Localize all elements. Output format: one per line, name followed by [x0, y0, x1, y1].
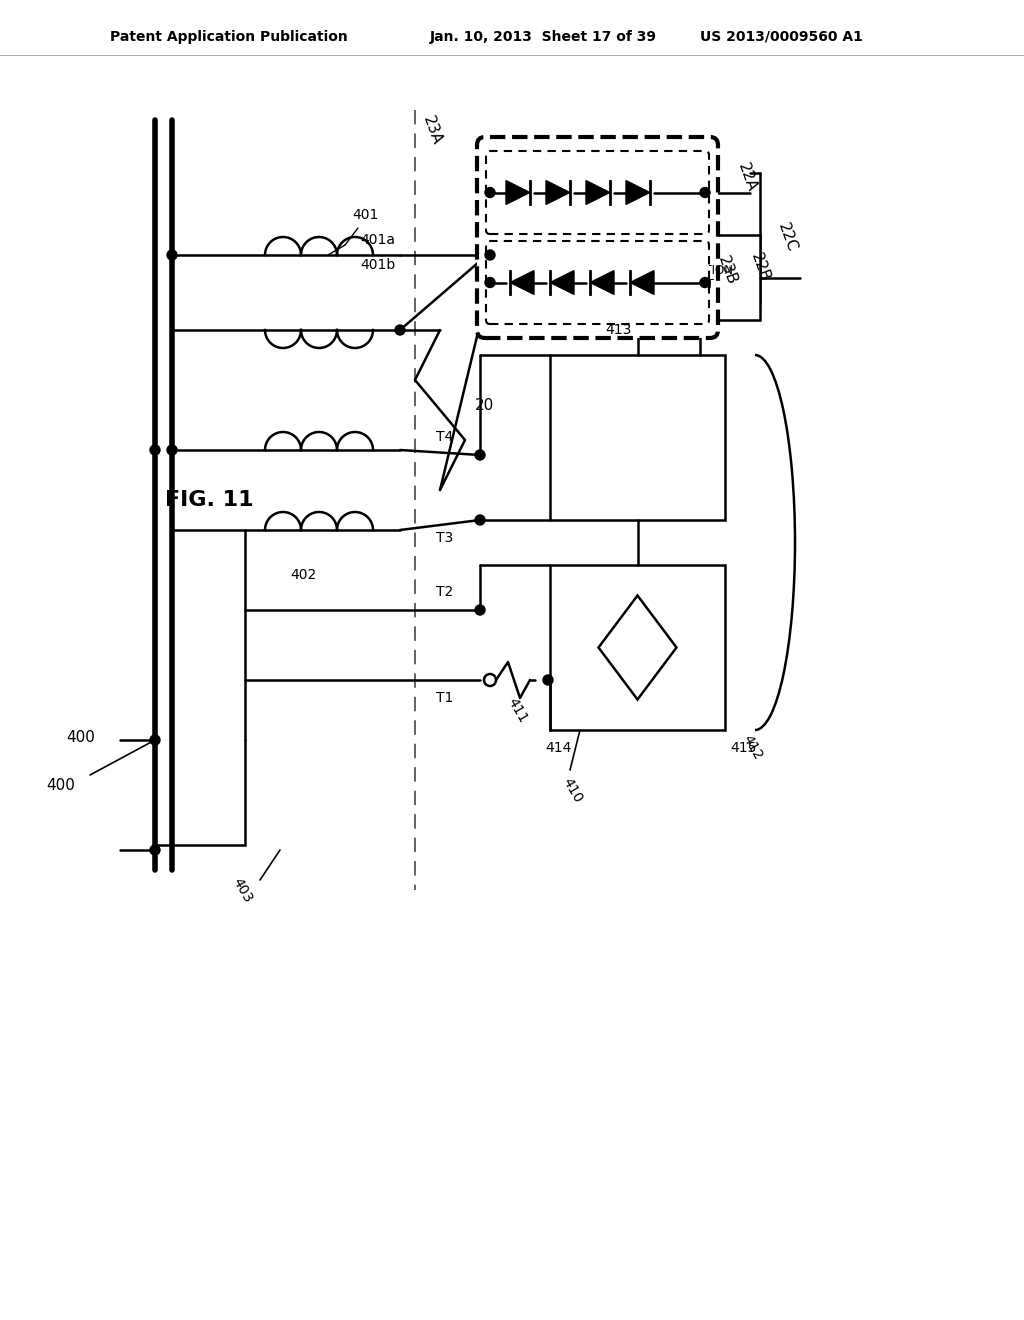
Polygon shape	[510, 271, 534, 294]
Bar	[550, 355, 725, 520]
Polygon shape	[586, 181, 610, 205]
Text: T4: T4	[436, 430, 453, 444]
Text: 411: 411	[505, 696, 530, 725]
Circle shape	[700, 277, 710, 288]
Circle shape	[167, 249, 177, 260]
Polygon shape	[598, 595, 677, 700]
Text: T3: T3	[436, 531, 453, 545]
Circle shape	[485, 187, 495, 198]
Text: 403: 403	[229, 875, 255, 906]
Text: T1: T1	[435, 690, 453, 705]
Circle shape	[485, 249, 495, 260]
Text: FIG. 11: FIG. 11	[165, 490, 254, 510]
Polygon shape	[550, 271, 574, 294]
Text: 414: 414	[545, 741, 571, 755]
Circle shape	[475, 605, 485, 615]
Circle shape	[395, 325, 406, 335]
Text: 22C: 22C	[775, 220, 800, 255]
Circle shape	[484, 675, 496, 686]
Circle shape	[150, 845, 160, 855]
Polygon shape	[590, 271, 614, 294]
Text: 416: 416	[605, 216, 632, 230]
Circle shape	[150, 735, 160, 744]
Text: 415: 415	[730, 741, 757, 755]
Circle shape	[475, 515, 485, 525]
Circle shape	[700, 187, 710, 198]
Text: 400: 400	[46, 777, 75, 792]
Polygon shape	[630, 271, 654, 294]
Text: 402: 402	[290, 568, 316, 582]
Text: US 2013/0009560 A1: US 2013/0009560 A1	[700, 30, 863, 44]
Bar	[640, 235, 760, 319]
Polygon shape	[506, 181, 529, 205]
Polygon shape	[546, 181, 569, 205]
Text: Patent Application Publication: Patent Application Publication	[110, 30, 348, 44]
FancyBboxPatch shape	[486, 150, 709, 234]
Circle shape	[543, 675, 553, 685]
Polygon shape	[626, 181, 650, 205]
FancyBboxPatch shape	[486, 242, 709, 323]
Text: 400: 400	[67, 730, 95, 746]
Circle shape	[475, 450, 485, 459]
Text: 410: 410	[560, 775, 586, 805]
Text: 412: 412	[740, 733, 765, 763]
Text: 20: 20	[475, 397, 495, 412]
Bar	[550, 565, 725, 730]
Text: 22A: 22A	[735, 161, 759, 194]
Circle shape	[150, 445, 160, 455]
Text: 22B: 22B	[748, 251, 772, 284]
Text: 23B: 23B	[715, 253, 739, 286]
Text: OPERATION
UNIT: OPERATION UNIT	[667, 264, 733, 292]
Text: 23A: 23A	[420, 114, 444, 147]
FancyBboxPatch shape	[477, 137, 718, 338]
Text: T2: T2	[436, 585, 453, 599]
Circle shape	[485, 277, 495, 288]
Text: 413: 413	[605, 323, 632, 337]
Text: 401: 401	[352, 209, 379, 222]
Text: 401b: 401b	[360, 257, 395, 272]
Circle shape	[167, 445, 177, 455]
Text: 401a: 401a	[360, 234, 395, 247]
Text: Jan. 10, 2013  Sheet 17 of 39: Jan. 10, 2013 Sheet 17 of 39	[430, 30, 657, 44]
